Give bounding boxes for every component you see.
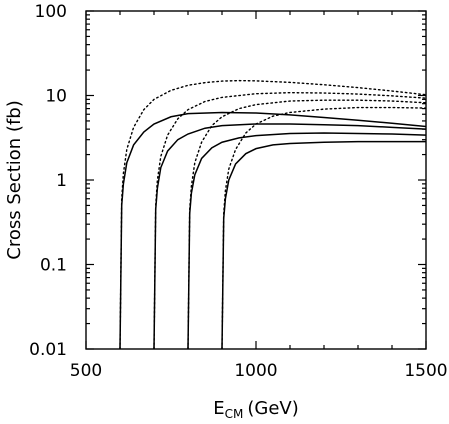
series-line-dotted-6	[153, 91, 426, 349]
x-axis-title-main: E	[213, 398, 224, 419]
x-axis-title-unit: (GeV)	[247, 398, 298, 419]
x-tick-label-1500: 1500	[404, 361, 447, 381]
series-line-solid-2	[153, 123, 426, 349]
series-layer	[119, 79, 426, 349]
y-tick-label-4: 100	[35, 2, 67, 22]
series-line-dotted-8	[221, 106, 426, 349]
x-axis-title-subscript: CM	[225, 407, 244, 421]
y-tick-label-2: 1	[56, 171, 67, 191]
series-line-dotted-7	[187, 99, 426, 349]
tick-labels-layer: 500 1000 1500 0.01 0.1 1 10 100	[29, 2, 447, 381]
plot-frame	[85, 10, 427, 350]
y-tick-label-0: 0.01	[29, 340, 67, 360]
series-line-solid-3	[187, 132, 426, 349]
ticks-layer	[85, 10, 427, 350]
series-line-solid-1	[119, 111, 426, 349]
x-axis-title: ECM (GeV)	[213, 398, 299, 421]
x-tick-label-500: 500	[70, 361, 102, 381]
y-tick-label-1: 0.1	[40, 256, 67, 276]
series-line-solid-4	[221, 140, 426, 349]
series-line-dotted-5	[119, 79, 426, 349]
x-tick-label-1000: 1000	[234, 361, 277, 381]
y-axis-title: Cross Section (fb)	[4, 100, 25, 259]
y-tick-label-3: 10	[45, 87, 67, 107]
